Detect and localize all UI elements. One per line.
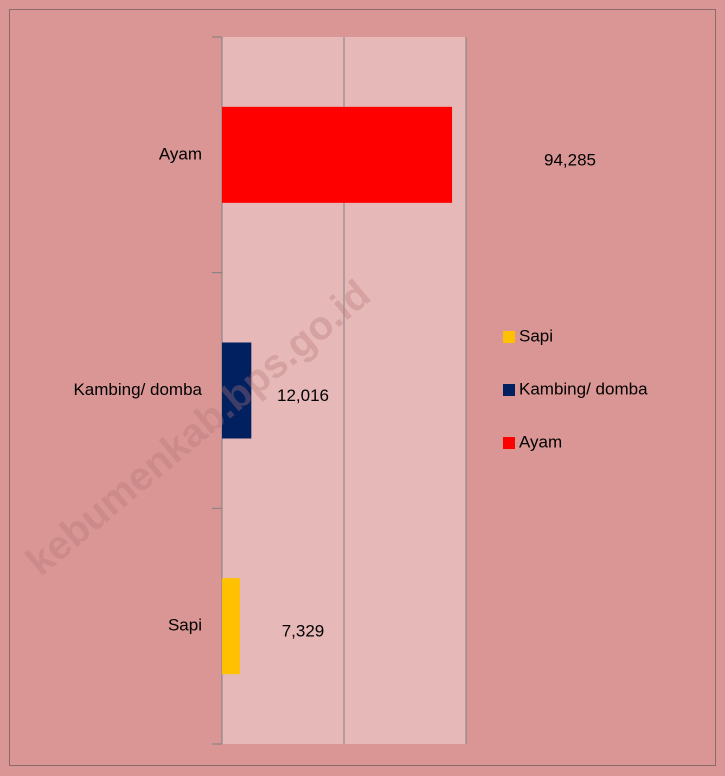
y-tick-label: Ayam xyxy=(159,144,202,163)
legend-label: Sapi xyxy=(519,326,553,345)
bar xyxy=(222,342,252,439)
legend-swatch xyxy=(503,331,515,343)
legend-swatch xyxy=(503,384,515,396)
chart-border xyxy=(9,9,716,766)
legend-label: Ayam xyxy=(519,432,562,451)
legend-label: Kambing/ domba xyxy=(519,379,648,398)
legend-swatch xyxy=(503,437,515,449)
data-label: 7,329 xyxy=(282,622,325,641)
y-tick-label: Sapi xyxy=(168,616,202,635)
data-label: 12,016 xyxy=(277,386,329,405)
bar xyxy=(222,578,240,675)
data-label: 94,285 xyxy=(544,150,596,169)
y-tick-label: Kambing/ domba xyxy=(73,380,202,399)
bar xyxy=(222,106,453,203)
